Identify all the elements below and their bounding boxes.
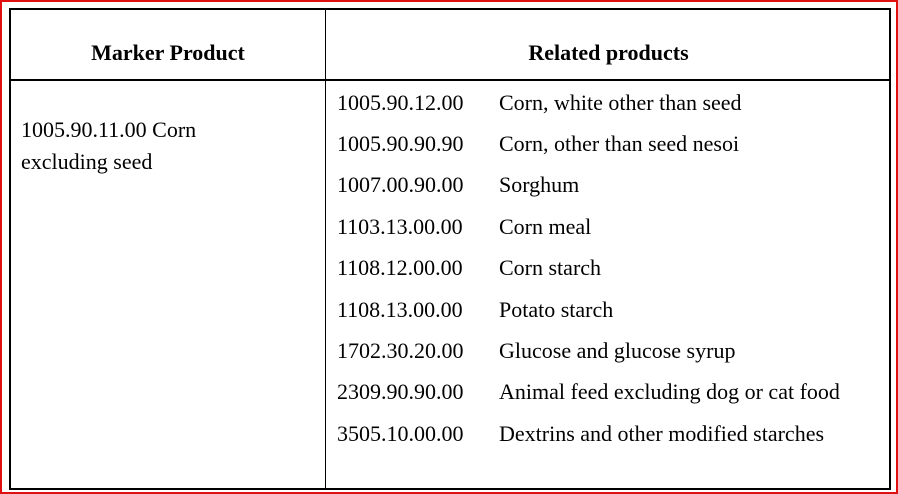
product-code: 1108.13.00.00 (337, 296, 463, 322)
product-description: Corn, other than seed nesoi (499, 131, 740, 157)
related-product-row: 1005.90.90.90 Corn, other than seed neso… (337, 123, 840, 164)
marker-product-line: 1005.90.11.00 Corn (21, 117, 197, 142)
related-products-list: 1005.90.12.00 Corn, white other than see… (337, 82, 840, 455)
product-description: Glucose and glucose syrup (499, 338, 736, 364)
marker-product-line: excluding seed (21, 149, 153, 174)
product-description: Sorghum (499, 172, 580, 198)
related-product-row: 1108.13.00.00 Potato starch (337, 289, 840, 330)
marker-product-cell: 1005.90.11.00 Corn excluding seed (21, 114, 311, 178)
related-product-row: 2309.90.90.00 Animal feed excluding dog … (337, 372, 840, 413)
related-product-row: 1108.12.00.00 Corn starch (337, 248, 840, 289)
product-description: Animal feed excluding dog or cat food (499, 379, 840, 405)
product-description: Corn, white other than seed (499, 89, 742, 115)
product-code: 1108.12.00.00 (337, 255, 463, 281)
header-divider (11, 79, 889, 81)
product-description: Potato starch (499, 296, 614, 322)
product-code: 3505.10.00.00 (337, 420, 464, 446)
column-divider (325, 10, 326, 488)
header-related-products: Related products (528, 40, 689, 65)
product-code: 1103.13.00.00 (337, 213, 463, 239)
related-product-row: 1007.00.90.00 Sorghum (337, 165, 840, 206)
product-code: 1007.00.90.00 (337, 172, 464, 198)
header-marker-product: Marker Product (91, 40, 245, 65)
product-description: Corn starch (499, 255, 602, 281)
product-code: 2309.90.90.00 (337, 379, 464, 405)
related-product-row: 1702.30.20.00 Glucose and glucose syrup (337, 330, 840, 371)
related-product-row: 1103.13.00.00 Corn meal (337, 206, 840, 247)
product-description: Dextrins and other modified starches (499, 420, 825, 446)
product-code: 1005.90.12.00 (337, 89, 464, 115)
product-description: Corn meal (499, 213, 592, 239)
products-table: Marker Product Related products 1005.90.… (9, 8, 891, 490)
related-product-row: 3505.10.00.00 Dextrins and other modifie… (337, 413, 840, 454)
product-code: 1702.30.20.00 (337, 338, 464, 364)
related-product-row: 1005.90.12.00 Corn, white other than see… (337, 82, 840, 123)
product-code: 1005.90.90.90 (337, 131, 464, 157)
